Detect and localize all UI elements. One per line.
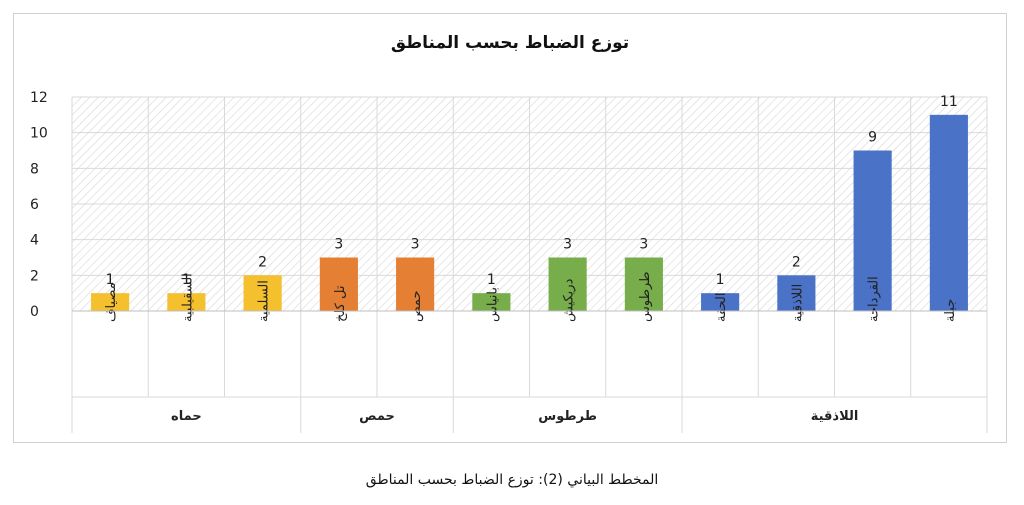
category-label: مصياف xyxy=(104,282,119,322)
data-label: 1 xyxy=(716,272,725,288)
category-label: اللاذقية xyxy=(790,284,805,322)
bar xyxy=(91,293,130,311)
data-label: 1 xyxy=(106,272,115,288)
y-tick-label: 0 xyxy=(30,304,39,320)
bar xyxy=(929,114,968,311)
y-tick-label: 6 xyxy=(30,197,39,213)
group-label: طرطوس xyxy=(538,409,597,424)
bar xyxy=(624,257,663,311)
category-label: الحفة xyxy=(714,292,729,322)
bar xyxy=(243,275,282,311)
bar xyxy=(701,293,740,311)
y-tick-label: 10 xyxy=(30,126,48,142)
data-label: 3 xyxy=(639,237,648,253)
y-tick-label: 8 xyxy=(30,161,39,177)
y-tick-label: 2 xyxy=(30,268,39,284)
data-label: 3 xyxy=(411,237,420,253)
data-label: 9 xyxy=(868,130,877,146)
data-label: 3 xyxy=(334,237,343,253)
bar xyxy=(472,293,511,311)
category-label: السقيلبية xyxy=(180,273,195,322)
category-label: تل كلخ xyxy=(333,285,348,322)
y-tick-label: 12 xyxy=(30,90,48,106)
category-label: القرداحة xyxy=(867,276,882,322)
category-label: جبلة xyxy=(943,299,958,322)
data-label: 11 xyxy=(940,94,958,110)
group-label: حماه xyxy=(171,409,202,424)
data-label: 1 xyxy=(487,272,496,288)
data-label: 2 xyxy=(258,254,267,270)
category-label: دريكيش xyxy=(562,278,577,322)
y-tick-label: 4 xyxy=(30,233,39,249)
category-label: السلمية xyxy=(257,280,272,322)
bar xyxy=(396,257,435,311)
figure-caption: المخطط البياني (2): توزع الضباط بحسب الم… xyxy=(365,472,659,488)
bar xyxy=(853,150,892,311)
category-label: بانياس xyxy=(485,287,500,322)
category-label: حمص xyxy=(409,291,424,322)
chart-title: توزع الضباط بحسب المناطق xyxy=(390,33,630,53)
data-label: 3 xyxy=(563,237,572,253)
data-label: 2 xyxy=(792,254,801,270)
group-label: اللاذقية xyxy=(811,409,859,424)
bar xyxy=(319,257,358,311)
group-label: حمص xyxy=(359,409,395,424)
category-label: طرطوس xyxy=(638,272,653,322)
bar xyxy=(167,293,206,311)
data-label: 1 xyxy=(182,272,191,288)
bar xyxy=(777,275,816,311)
bar xyxy=(548,257,587,311)
